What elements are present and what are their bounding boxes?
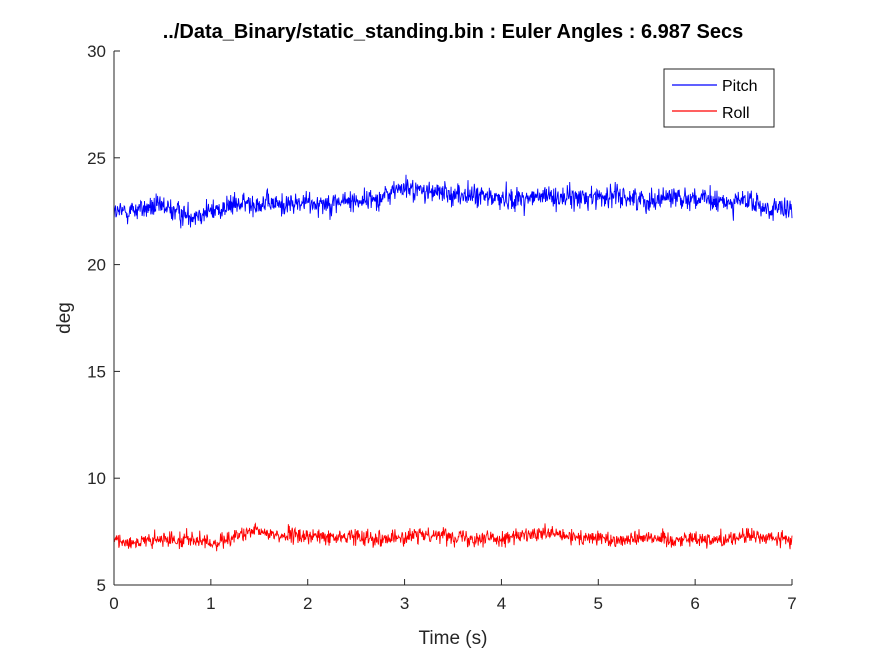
- y-tick-label: 15: [87, 362, 106, 381]
- y-tick-label: 10: [87, 469, 106, 488]
- x-tick-label: 0: [109, 594, 118, 613]
- x-tick-label: 3: [400, 594, 409, 613]
- y-axis-label: deg: [54, 302, 75, 334]
- y-tick-label: 25: [87, 149, 106, 168]
- axes-layer: 0 1 2 3 4 5 6 7 5 10 15 20 25 30: [87, 42, 797, 613]
- legend: Pitch Roll: [663, 68, 775, 128]
- x-tick-label: 7: [787, 594, 796, 613]
- x-tick-label: 5: [594, 594, 603, 613]
- x-tick-label: 1: [206, 594, 215, 613]
- legend-label-roll: Roll: [722, 105, 750, 122]
- plot-area: [114, 51, 792, 585]
- y-tick-label: 5: [97, 576, 106, 595]
- x-tick-label: 2: [303, 594, 312, 613]
- series-layer: [113, 174, 793, 552]
- series-line-pitch: [113, 174, 793, 229]
- y-tick-label: 20: [87, 256, 106, 275]
- legend-label-pitch: Pitch: [722, 78, 758, 95]
- legend-box: [663, 68, 775, 128]
- y-tick-label: 30: [87, 42, 106, 61]
- x-tick-label: 6: [690, 594, 699, 613]
- series-line-roll: [113, 522, 793, 552]
- x-axis-label: Time (s): [419, 628, 488, 649]
- x-tick-label: 4: [497, 594, 506, 613]
- chart-title: ../Data_Binary/static_standing.bin : Eul…: [163, 21, 744, 43]
